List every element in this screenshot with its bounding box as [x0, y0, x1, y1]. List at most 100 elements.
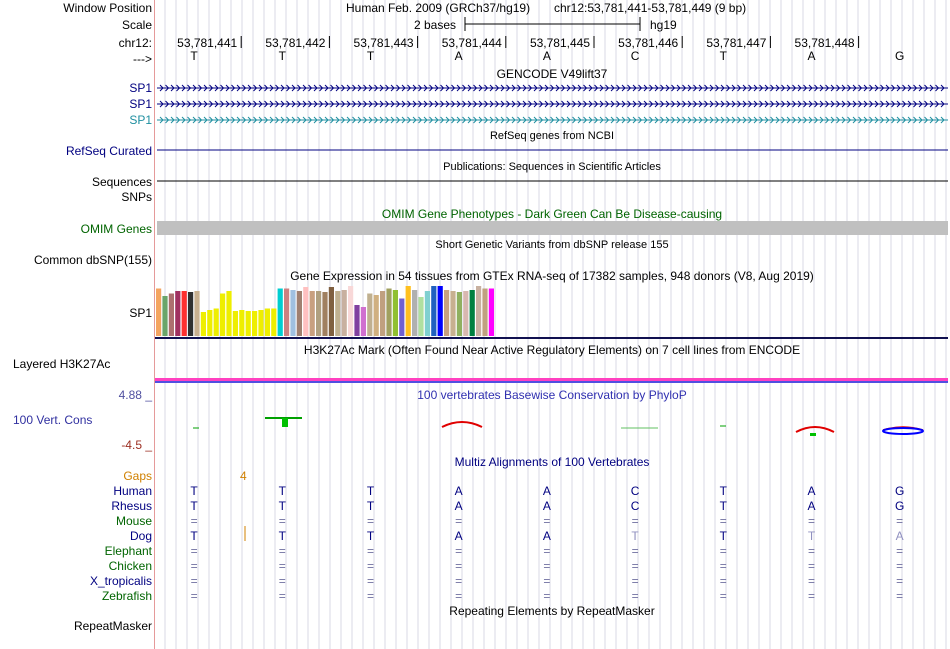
alignment-base: = [807, 514, 816, 528]
omim-title: OMIM Gene Phenotypes - Dark Green Can Be… [381, 207, 723, 221]
gtex-tissue-bar [175, 291, 181, 336]
gtex-tissue-bar [284, 288, 290, 336]
gaps-label[interactable]: Gaps [123, 469, 152, 483]
gtex-tissue-bar [239, 310, 245, 336]
ruler-base: A [807, 49, 816, 63]
gtex-tissue-bar [380, 291, 386, 336]
alignment-base: = [896, 574, 904, 588]
gtex-title: Gene Expression in 54 tissues from GTEx … [290, 269, 814, 283]
publications-title: Publications: Sequences in Scientific Ar… [443, 161, 661, 173]
gtex-tissue-bar [271, 308, 277, 336]
species-label[interactable]: Mouse [115, 514, 152, 528]
alignment-base: = [807, 589, 816, 603]
alignment-base: = [896, 559, 904, 573]
snps-label[interactable]: SNPs [121, 190, 152, 204]
alignment-base: = [278, 574, 286, 588]
alignment-base: T [278, 499, 286, 513]
sequences-label[interactable]: Sequences [91, 175, 152, 189]
dbsnp-title: Short Genetic Variants from dbSNP releas… [435, 239, 669, 251]
alignment-base: = [631, 589, 639, 603]
refseq-label[interactable]: RefSeq Curated [65, 144, 152, 158]
gencode-item-2[interactable]: SP1 [129, 97, 152, 111]
omim-label[interactable]: OMIM Genes [80, 222, 152, 236]
gtex-tissue-bar [252, 311, 258, 336]
ruler-coordinate: 53,781,448 [794, 36, 855, 50]
ruler-coordinate: 53,781,446 [618, 36, 679, 50]
chrom-label: chr12: [118, 36, 152, 50]
refseq-title: RefSeq genes from NCBI [489, 130, 615, 142]
gtex-label[interactable]: SP1 [129, 306, 152, 320]
species-label[interactable]: Zebrafish [101, 589, 152, 603]
gtex-tissue-bar [386, 288, 392, 336]
h3k27ac-band-bottom [155, 381, 948, 383]
gencode-item-1[interactable]: SP1 [129, 81, 152, 95]
alignment-base: = [807, 574, 816, 588]
gtex-tissue-bar [316, 291, 322, 336]
phylop-label[interactable]: 100 Vert. Cons [13, 413, 93, 427]
gtex-tissue-bar [328, 287, 334, 336]
species-label[interactable]: Chicken [108, 559, 152, 573]
gtex-tissue-bar [162, 296, 168, 336]
alignment-base: = [190, 589, 198, 603]
alignment-base: = [543, 574, 551, 588]
alignment-base: = [190, 544, 198, 558]
alignment-base: = [278, 544, 286, 558]
strand-label: ---> [133, 52, 152, 66]
gtex-tissue-bar [258, 310, 264, 336]
gtex-tissue-bar [399, 298, 405, 336]
alignment-base: = [455, 544, 463, 558]
alignment-base: = [631, 514, 639, 528]
ruler-base: T [719, 49, 727, 63]
gtex-tissue-bar [181, 291, 187, 336]
species-label[interactable]: Elephant [104, 544, 152, 558]
species-label[interactable]: Dog [129, 529, 152, 543]
h3k27ac-label[interactable]: Layered H3K27Ac [13, 357, 111, 371]
gtex-tissue-bar [392, 290, 398, 336]
alignment-base: = [719, 544, 727, 558]
omim-bar [157, 221, 948, 235]
scale-db: hg19 [650, 18, 677, 32]
gtex-tissue-bar [226, 291, 232, 336]
alignment-base: A [807, 499, 816, 513]
gtex-tissue-bar [303, 287, 309, 336]
gtex-tissue-bar [194, 291, 200, 336]
gtex-tissue-bar [444, 290, 450, 336]
ruler-base: T [278, 49, 286, 63]
alignment-base: = [896, 514, 904, 528]
gtex-tissue-bar [488, 288, 494, 336]
gutter-divider [154, 0, 155, 649]
alignment-base: C [630, 499, 640, 513]
alignment-base: T [719, 529, 727, 543]
gtex-tissue-bar [207, 310, 213, 336]
gtex-tissue-bar [322, 292, 328, 336]
alignment-base: = [190, 514, 198, 528]
gtex-tissue-bar [456, 292, 462, 336]
ruler-base: T [190, 49, 198, 63]
gtex-tissue-bar [418, 297, 424, 336]
gencode-item-3[interactable]: SP1 [129, 113, 152, 127]
species-label[interactable]: Human [113, 484, 152, 498]
gtex-tissue-bar [348, 286, 354, 336]
alignment-base: = [278, 589, 286, 603]
alignment-base: = [719, 589, 727, 603]
species-label[interactable]: Rhesus [111, 499, 152, 513]
species-label[interactable]: X_tropicalis [89, 574, 152, 588]
alignment-base: T [190, 529, 198, 543]
gtex-tissue-bar [373, 295, 379, 336]
gtex-tissue-bar [232, 311, 238, 336]
gtex-tissue-bar [245, 311, 251, 336]
multiz-title: Multiz Alignments of 100 Vertebrates [454, 455, 650, 469]
repeatmasker-label[interactable]: RepeatMasker [73, 619, 152, 633]
gtex-tissue-bar [335, 291, 341, 336]
alignment-base: T [366, 529, 375, 543]
gtex-tissue-bar [367, 293, 373, 336]
ruler-base: T [366, 49, 375, 63]
alignment-base: = [896, 544, 904, 558]
window-position-label: Window Position [63, 1, 152, 15]
ruler-base: A [454, 49, 463, 63]
gtex-tissue-bar [213, 308, 219, 336]
dbsnp-label[interactable]: Common dbSNP(155) [33, 253, 152, 267]
position-text[interactable]: chr12:53,781,441-53,781,449 (9 bp) [554, 1, 747, 15]
ruler-coordinate: 53,781,443 [353, 36, 414, 50]
